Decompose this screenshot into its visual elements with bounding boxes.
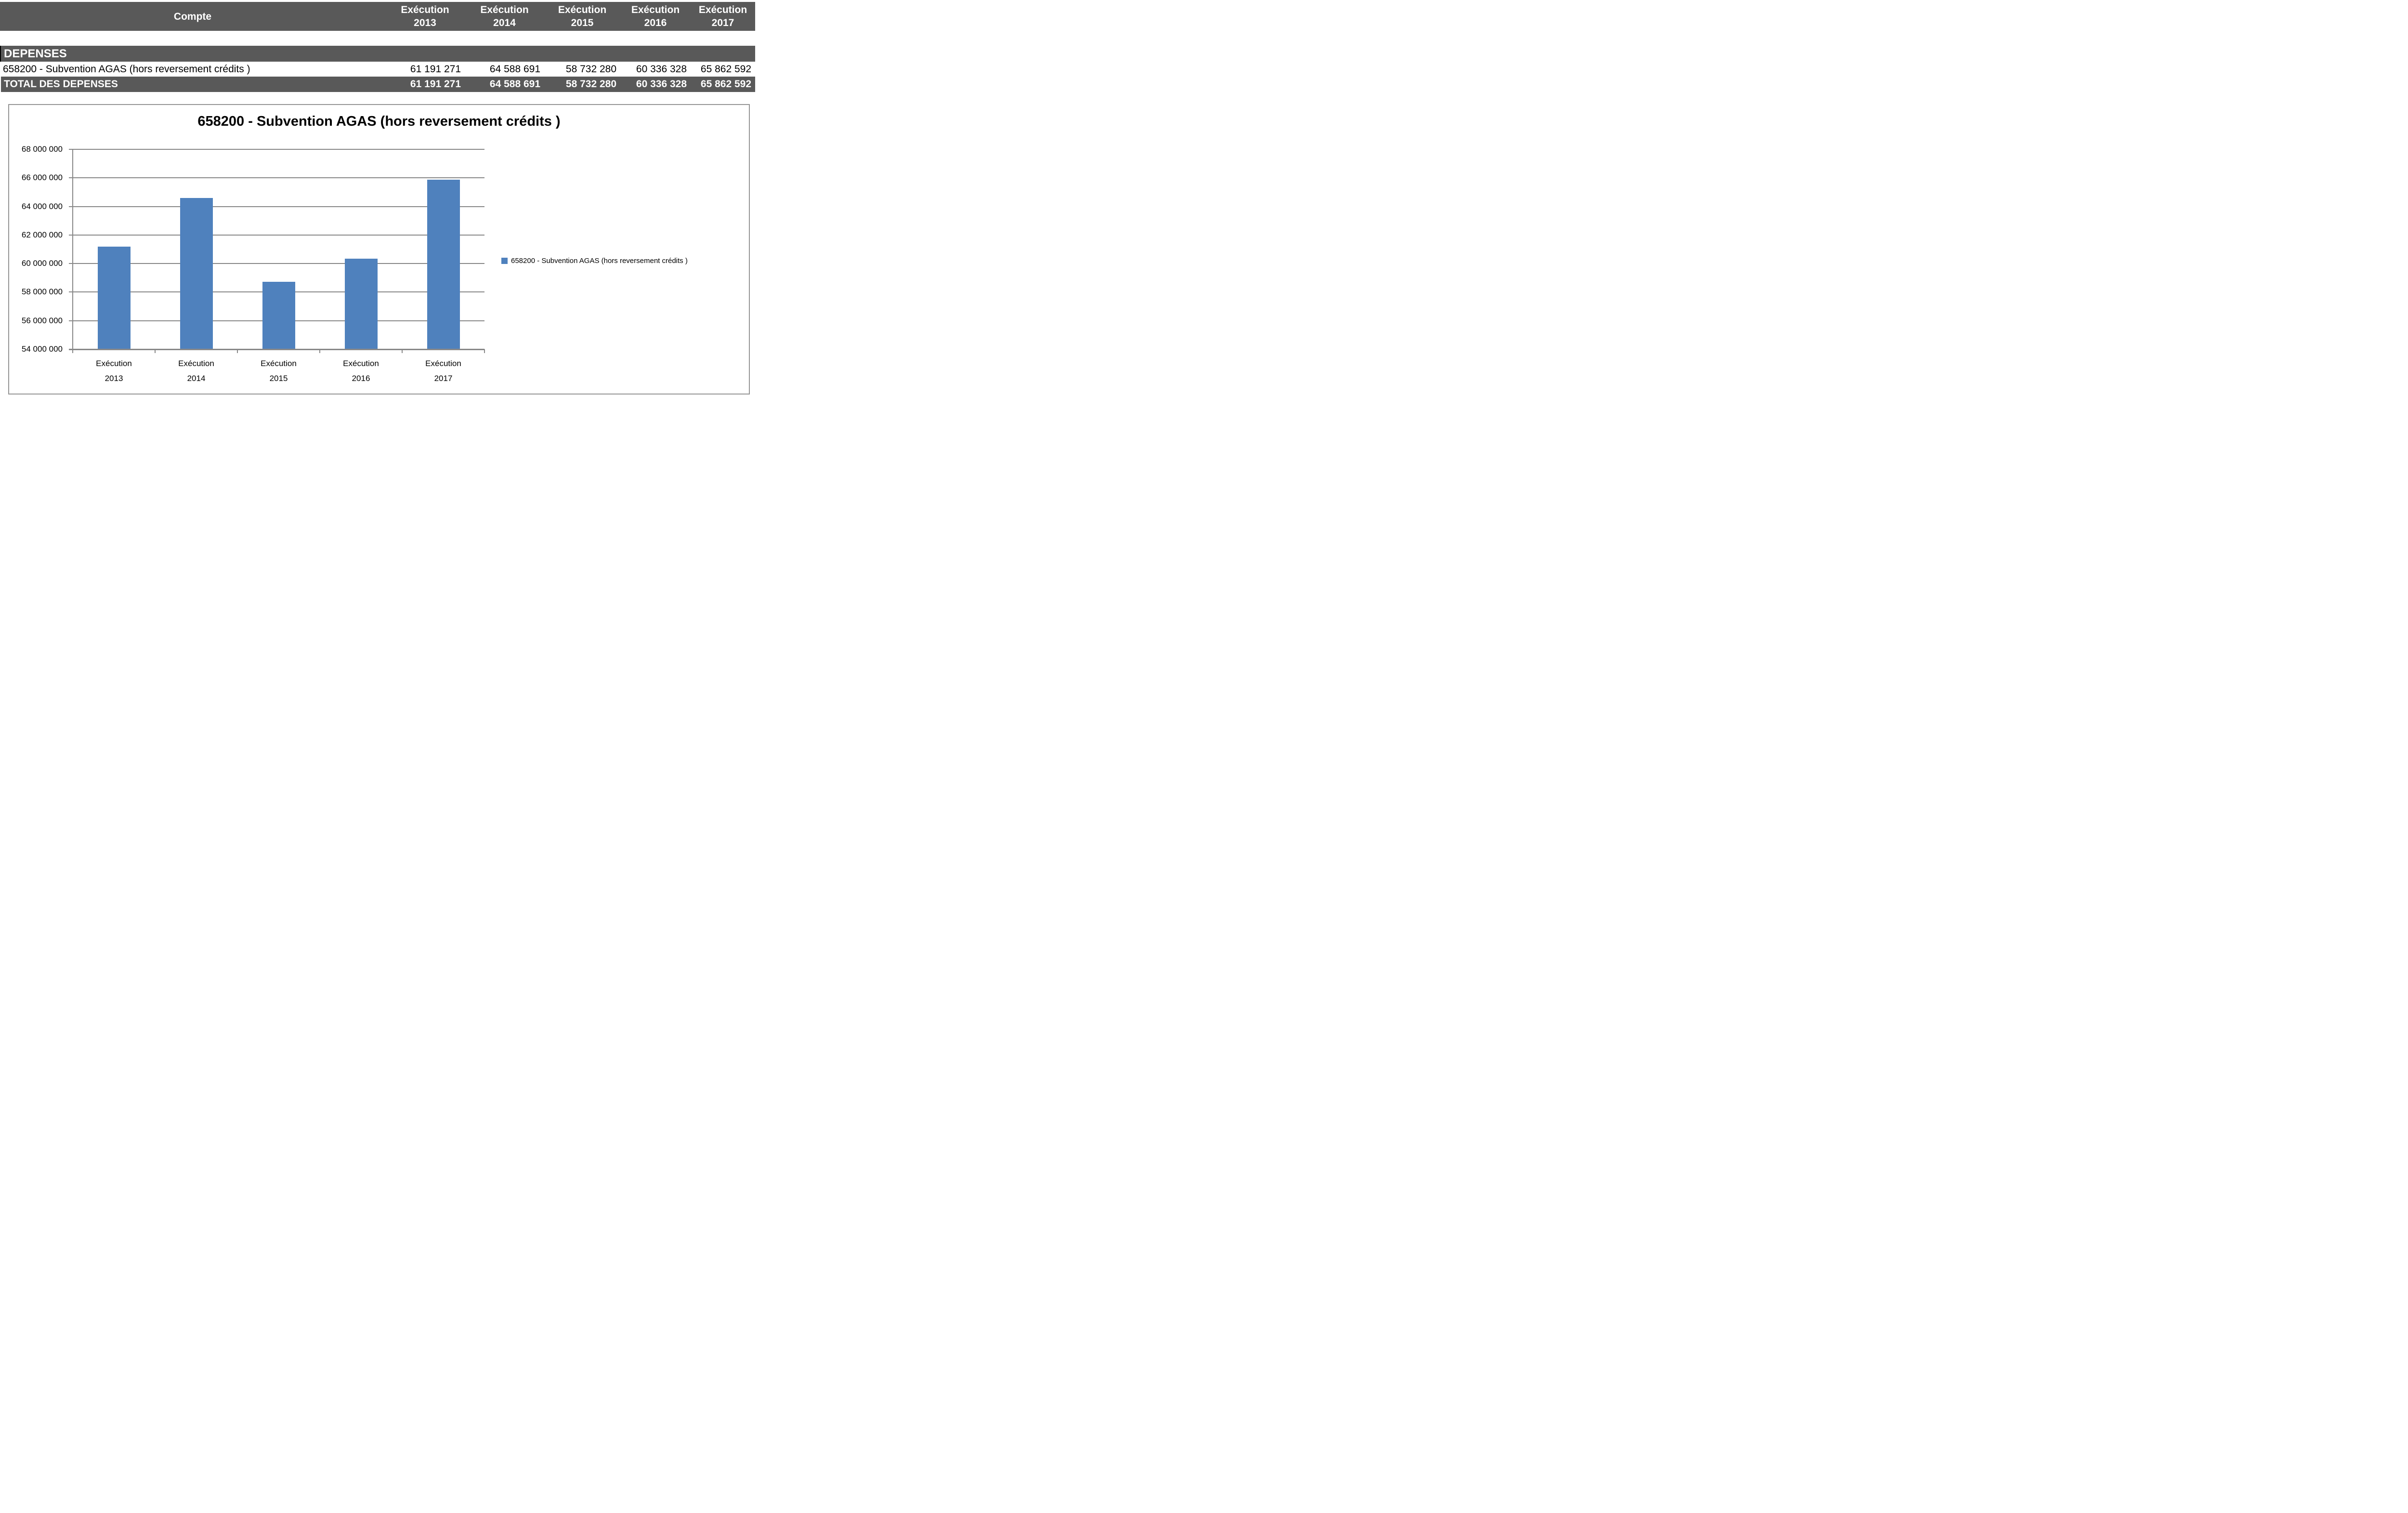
column-header-line1: Exécution xyxy=(480,4,529,15)
y-axis-tick xyxy=(69,291,73,293)
column-header-compte-label: Compte xyxy=(173,11,212,22)
x-axis-tick xyxy=(72,349,73,353)
column-header-line1: Exécution xyxy=(698,4,747,15)
x-axis xyxy=(69,348,484,350)
page: Compte Exécution 2013 Exécution 2014 Exé… xyxy=(0,0,755,395)
x-axis-tick xyxy=(402,349,403,353)
y-axis-tick xyxy=(69,206,73,207)
table-row-658200: 658200 - Subvention AGAS (hors reverseme… xyxy=(0,62,755,77)
bar-exécution-2014 xyxy=(180,198,213,349)
value-2017: 65 862 592 xyxy=(700,63,751,75)
x-axis-tick xyxy=(237,349,238,353)
value-2015: 58 732 280 xyxy=(565,63,616,75)
section-header-label: DEPENSES xyxy=(4,47,67,60)
x-axis-tick xyxy=(484,349,485,353)
gridline xyxy=(73,234,484,236)
column-header-execution-2015: Exécution 2015 xyxy=(544,2,620,31)
y-axis-label: 62 000 000 xyxy=(21,230,63,239)
y-axis-tick xyxy=(69,177,73,179)
y-axis-label: 56 000 000 xyxy=(21,316,63,325)
value-2014: 64 588 691 xyxy=(489,63,540,75)
y-axis xyxy=(72,149,73,349)
y-axis-label: 68 000 000 xyxy=(21,145,63,154)
column-header-execution-2013: Exécution 2013 xyxy=(385,2,465,31)
bar-exécution-2013 xyxy=(97,246,131,349)
bar-exécution-2016 xyxy=(344,259,378,349)
value-2016: 60 336 328 xyxy=(636,63,687,75)
legend: 658200 - Subvention AGAS (hors reverseme… xyxy=(501,257,688,265)
gridline xyxy=(73,206,484,207)
legend-label: 658200 - Subvention AGAS (hors reverseme… xyxy=(511,257,688,265)
total-2016: 60 336 328 xyxy=(636,79,687,90)
y-axis-tick xyxy=(69,149,73,150)
x-axis-label: Exécution 2016 xyxy=(343,359,379,383)
total-2014: 64 588 691 xyxy=(489,79,540,90)
section-header-depenses: DEPENSES xyxy=(0,46,755,62)
y-axis-tick xyxy=(69,263,73,264)
column-header-line1: Exécution xyxy=(558,4,607,15)
y-axis-label: 54 000 000 xyxy=(21,344,63,354)
total-label: TOTAL DES DEPENSES xyxy=(4,79,118,90)
gridline xyxy=(73,177,484,179)
bar-exécution-2017 xyxy=(427,180,460,349)
gridline xyxy=(73,149,484,150)
column-header-line2: 2017 xyxy=(711,17,734,28)
value-2013: 61 191 271 xyxy=(410,63,461,75)
column-header-compte: Compte xyxy=(0,2,385,31)
column-header-line1: Exécution xyxy=(401,4,449,15)
total-row: TOTAL DES DEPENSES 61 191 271 64 588 691… xyxy=(1,77,755,92)
gridline xyxy=(73,263,484,264)
column-header-line2: 2016 xyxy=(644,17,667,28)
y-axis-label: 60 000 000 xyxy=(21,259,63,268)
column-header-line2: 2014 xyxy=(493,17,516,28)
column-header-line2: 2013 xyxy=(414,17,436,28)
column-header-execution-2016: Exécution 2016 xyxy=(620,2,691,31)
x-axis-label: Exécution 2013 xyxy=(96,359,132,383)
bar-chart: 658200 - Subvention AGAS (hors reverseme… xyxy=(8,104,750,395)
legend-swatch xyxy=(501,258,508,264)
x-axis-label: Exécution 2017 xyxy=(425,359,461,383)
x-axis-label: Exécution 2015 xyxy=(261,359,297,383)
column-header-line2: 2015 xyxy=(571,17,594,28)
account-label: 658200 - Subvention AGAS (hors reverseme… xyxy=(3,63,250,75)
y-axis-label: 66 000 000 xyxy=(21,173,63,183)
y-axis-tick xyxy=(69,234,73,236)
y-axis-label: 58 000 000 xyxy=(21,287,63,297)
total-2013: 61 191 271 xyxy=(410,79,461,90)
column-header-line1: Exécution xyxy=(631,4,680,15)
bar-exécution-2015 xyxy=(262,281,295,349)
y-axis-label: 64 000 000 xyxy=(21,201,63,211)
x-axis-tick xyxy=(155,349,156,353)
total-2015: 58 732 280 xyxy=(565,79,616,90)
x-axis-tick xyxy=(319,349,320,353)
total-2017: 65 862 592 xyxy=(700,79,751,90)
column-header-execution-2014: Exécution 2014 xyxy=(465,2,544,31)
table-header-row: Compte Exécution 2013 Exécution 2014 Exé… xyxy=(0,2,755,31)
x-axis-label: Exécution 2014 xyxy=(178,359,214,383)
y-axis-tick xyxy=(69,320,73,321)
chart-title: 658200 - Subvention AGAS (hors reverseme… xyxy=(197,114,561,129)
column-header-execution-2017: Exécution 2017 xyxy=(691,2,755,31)
